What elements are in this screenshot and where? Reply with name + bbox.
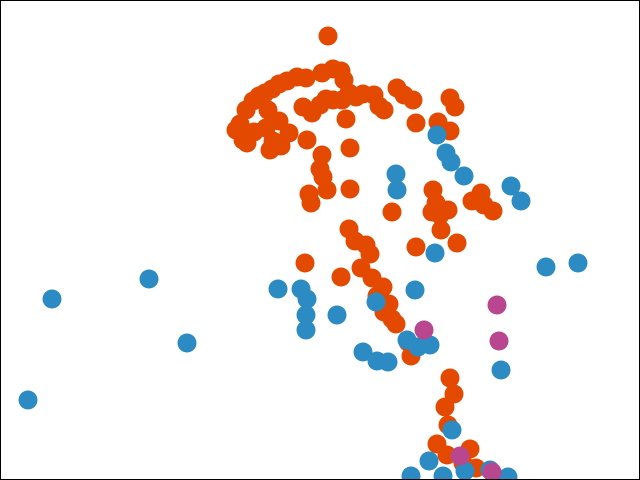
data-point <box>401 466 421 480</box>
data-point <box>297 130 317 150</box>
data-point <box>386 314 406 334</box>
data-point <box>366 292 386 312</box>
data-point <box>260 140 280 160</box>
data-point <box>433 466 453 480</box>
data-point <box>382 202 402 222</box>
data-point <box>331 267 351 287</box>
data-point <box>414 320 434 340</box>
data-point <box>406 113 426 133</box>
data-point <box>317 180 337 200</box>
data-point <box>568 253 588 273</box>
data-point <box>327 305 347 325</box>
data-point <box>440 368 460 388</box>
data-point <box>268 279 288 299</box>
data-point <box>301 193 321 213</box>
data-point <box>427 125 447 145</box>
data-point <box>340 179 360 199</box>
series-0 <box>226 26 503 478</box>
data-point <box>483 201 503 221</box>
data-point <box>360 244 380 264</box>
data-point <box>139 269 159 289</box>
series-1 <box>18 125 588 480</box>
data-point <box>498 467 518 480</box>
data-point <box>450 446 470 466</box>
data-point <box>340 138 360 158</box>
data-point <box>536 257 556 277</box>
data-point <box>441 152 461 172</box>
data-point <box>501 176 521 196</box>
data-point <box>374 100 394 120</box>
data-point <box>431 220 451 240</box>
data-point <box>425 243 445 263</box>
data-point <box>455 461 475 480</box>
data-point <box>445 97 465 117</box>
data-point <box>378 352 398 372</box>
data-point <box>18 390 38 410</box>
data-point <box>386 164 406 184</box>
data-point <box>491 360 511 380</box>
data-point <box>295 253 315 273</box>
data-point <box>406 237 426 257</box>
data-point <box>297 289 317 309</box>
data-point <box>435 397 455 417</box>
data-point <box>442 420 462 440</box>
data-point <box>403 90 423 110</box>
data-point <box>489 331 509 351</box>
data-point <box>353 342 373 362</box>
data-point <box>454 166 474 186</box>
data-point <box>318 26 338 46</box>
data-points-layer <box>18 26 588 480</box>
data-point <box>419 451 439 471</box>
data-point <box>42 289 62 309</box>
data-point <box>296 305 316 325</box>
data-point <box>438 200 458 220</box>
data-point <box>487 295 507 315</box>
data-point <box>387 180 407 200</box>
data-point <box>447 233 467 253</box>
data-point <box>177 333 197 353</box>
data-point <box>336 109 356 129</box>
data-point <box>420 335 440 355</box>
series-2 <box>414 295 509 480</box>
data-point <box>312 145 332 165</box>
data-point <box>422 202 442 222</box>
data-point <box>511 191 531 211</box>
data-point <box>258 100 278 120</box>
data-point <box>296 320 316 340</box>
data-point <box>482 462 502 480</box>
data-point <box>405 280 425 300</box>
